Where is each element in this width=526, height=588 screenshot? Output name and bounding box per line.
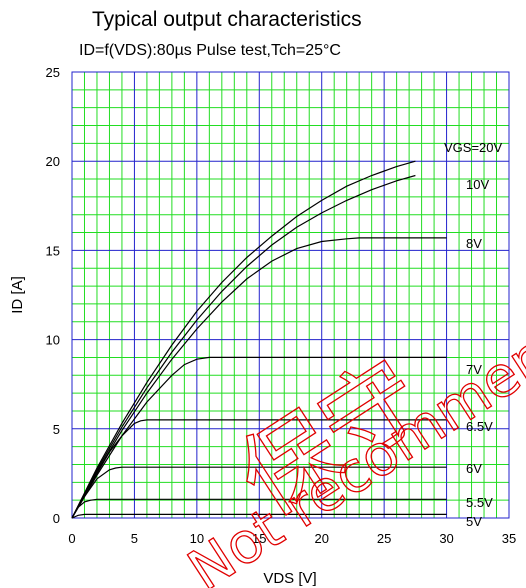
chart-subtitle: ID=f(VDS):80µs Pulse test,Tch=25°C: [79, 42, 341, 59]
y-tick-label: 0: [53, 511, 60, 526]
curve-label: 8V: [466, 236, 482, 251]
x-tick-label: 5: [131, 531, 138, 546]
curve-label: 6V: [466, 461, 482, 476]
curve-label: 5V: [466, 514, 482, 529]
x-tick-label: 30: [439, 531, 453, 546]
y-tick-label: 10: [46, 333, 60, 348]
x-axis-label: VDS [V]: [263, 570, 316, 587]
y-tick-label: 15: [46, 243, 60, 258]
y-tick-label: 25: [46, 65, 60, 80]
curve-label: 5.5V: [466, 495, 493, 510]
y-tick-labels: 0 5 10 15 20 25: [46, 65, 60, 526]
y-tick-label: 5: [53, 422, 60, 437]
x-tick-label: 0: [68, 531, 75, 546]
y-tick-label: 20: [46, 154, 60, 169]
watermark: 保守 Not recommended: [177, 265, 526, 588]
x-tick-label: 35: [502, 531, 516, 546]
y-axis-label: ID [A]: [9, 276, 26, 314]
x-tick-label: 25: [377, 531, 391, 546]
curve-label: VGS=20V: [444, 140, 503, 155]
chart-title: Typical output characteristics: [92, 8, 362, 31]
curve-label: 10V: [466, 177, 489, 192]
